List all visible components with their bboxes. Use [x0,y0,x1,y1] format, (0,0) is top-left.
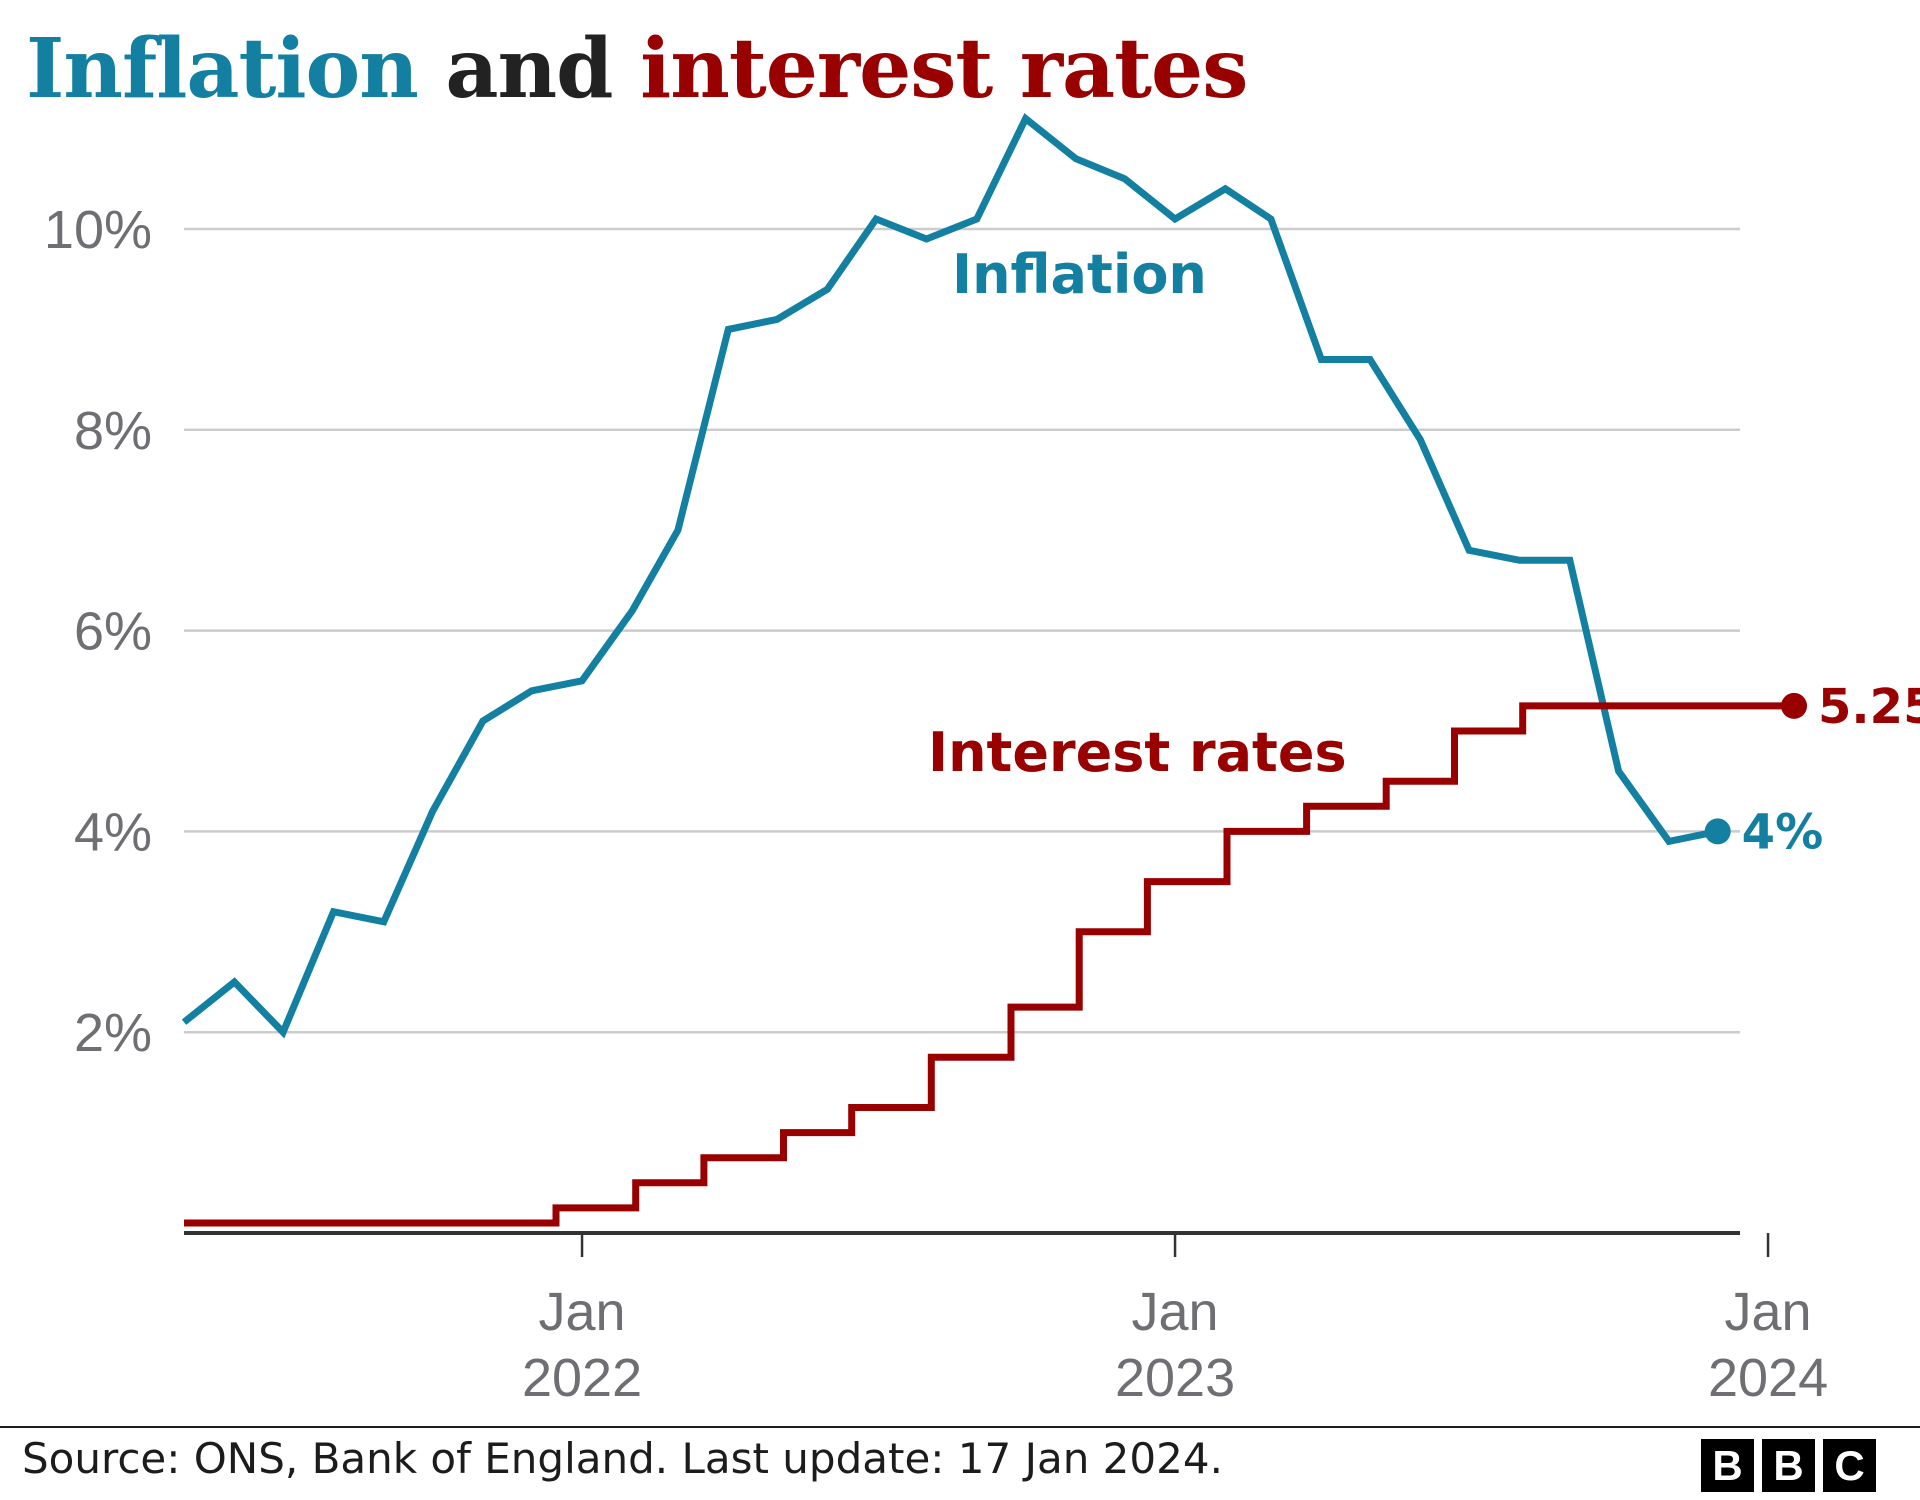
x-tick-label: 2022 [522,1348,642,1408]
x-tick-label: 2024 [1708,1348,1828,1408]
x-tick-label: Jan [1725,1282,1812,1342]
y-tick-label: 8% [74,401,152,461]
chart-title: Inflation and interest rates [26,28,1248,110]
title-and: and [417,21,641,117]
inflation-line [181,113,1719,1039]
series-label-inflation: Inflation [952,243,1207,306]
source-note: Source: ONS, Bank of England. Last updat… [22,1434,1223,1483]
inflation-end-point [1704,818,1731,845]
x-tick-label: Jan [1132,1282,1219,1342]
interest-rates-line [184,702,1794,1227]
title-interest-rates: interest rates [640,21,1248,117]
x-tick-label: Jan [539,1282,626,1342]
y-tick-label: 2% [74,1003,152,1063]
title-inflation: Inflation [26,21,419,117]
bbc-logo-block: B [1762,1439,1815,1492]
y-tick-label: 10% [44,200,152,260]
bbc-logo: B B C [1701,1439,1876,1492]
series-label-interest-rates: Interest rates [928,721,1347,784]
interest-rates-end-label: 5.25% [1818,679,1920,735]
y-axis-ticks: 2% 4% 6% 8% 10% [44,200,152,1063]
gridlines [184,227,1740,1034]
y-tick-label: 4% [74,802,152,862]
series: 4% 5.25% [181,113,1920,1227]
bbc-logo-block: C [1823,1439,1876,1492]
interest-rates-end-point [1781,692,1808,719]
bbc-logo-block: B [1701,1439,1754,1492]
inflation-end-label: 4% [1742,804,1824,860]
footer-divider [0,1426,1920,1428]
y-tick-label: 6% [74,602,152,662]
x-tick-label: 2023 [1115,1348,1235,1408]
